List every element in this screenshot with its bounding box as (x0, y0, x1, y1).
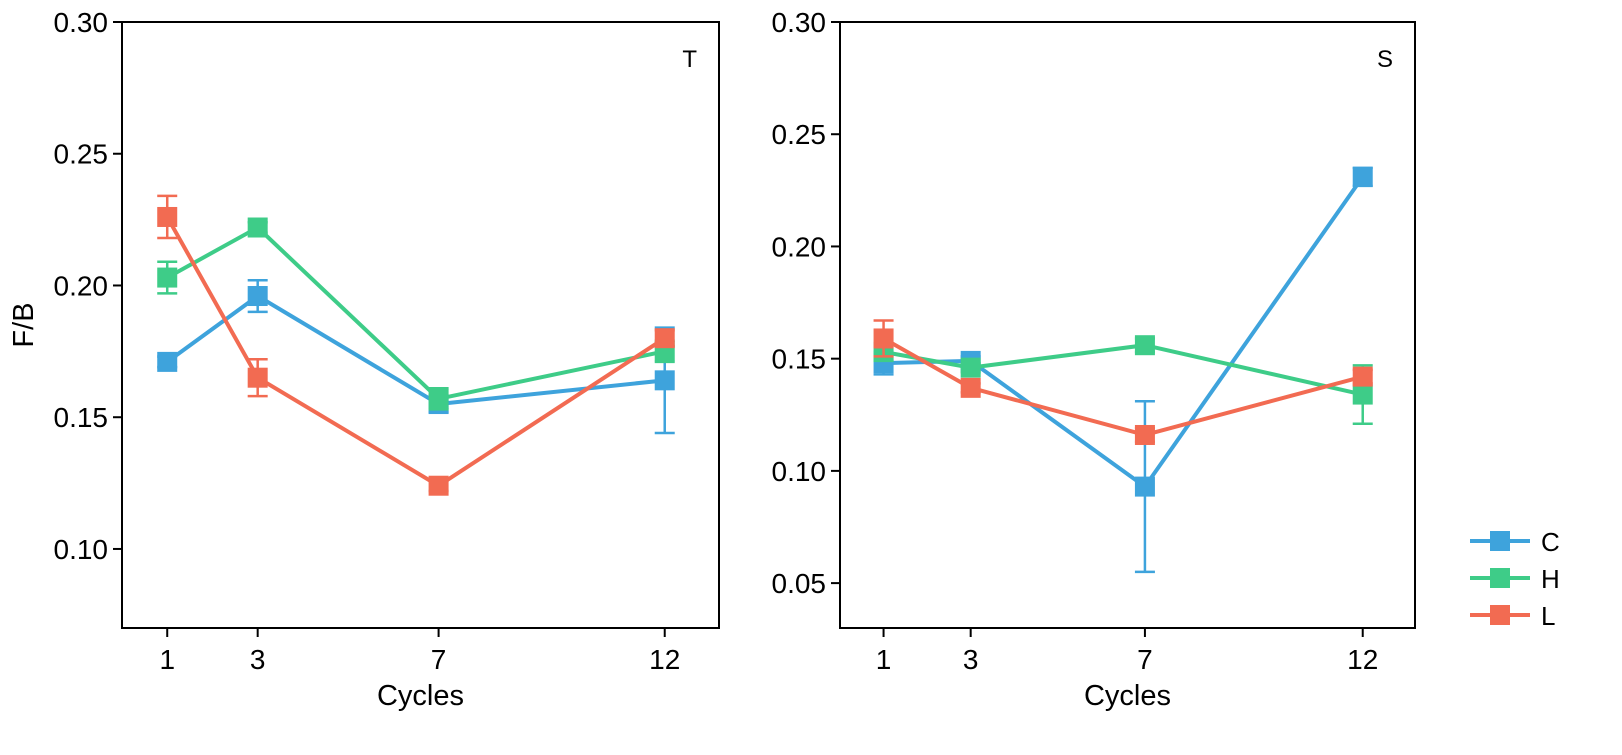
panel-t-y-tick-label: 0.10 (54, 534, 109, 565)
legend-marker-l (1490, 605, 1510, 625)
panel-s-series-line (883, 343, 1364, 397)
panel-s-x-tick-label: 7 (1137, 644, 1153, 675)
panel-s-x-tick-label: 1 (876, 644, 892, 675)
panel-s-data-point (960, 357, 981, 378)
panel-t: 0.10 0.15 0.20 0.25 0.30 1 3 7 12 Cycles F/B T (8, 7, 720, 712)
panel-t-series-line (165, 215, 666, 488)
panel-s-panel-label: S (1377, 46, 1393, 73)
panel-t-series-line (166, 294, 665, 407)
panel-t-data-point (157, 267, 178, 288)
legend-marker-c (1490, 531, 1510, 551)
panel-t-y-tick-label: 0.25 (54, 139, 109, 170)
panel-t-data-point (157, 206, 178, 227)
panel-s-x-tick-label: 3 (963, 644, 979, 675)
panel-s-data-point (1352, 384, 1373, 405)
panel-s-data-point (873, 328, 894, 349)
panel-t-x-tick-label: 1 (159, 644, 175, 675)
panel-t-x-tick-label: 3 (250, 644, 266, 675)
panel-t-data-point (247, 217, 268, 238)
panel-s-x-axis-label: Cycles (1084, 680, 1171, 712)
panel-s-y-tick-label: 0.15 (772, 344, 827, 375)
panel-t-data-point (247, 367, 268, 388)
panel-s-y-tick-label: 0.05 (772, 568, 827, 599)
legend: CHL (1470, 527, 1560, 631)
panel-s-series-line (882, 336, 1364, 437)
panel-t-data-point (654, 328, 675, 349)
panel-t-data-point (654, 370, 675, 391)
panel-t-y-tick-label: 0.20 (54, 270, 109, 301)
panel-t-series-c (157, 278, 675, 435)
panel-s-y-tick-label: 0.30 (772, 7, 827, 38)
panel-t-x-tick-label: 7 (431, 644, 447, 675)
legend-label-l: L (1541, 601, 1555, 631)
panel-s-series-h (873, 335, 1373, 426)
panel-t-series-l (157, 194, 675, 496)
panel-s-y-tick-label: 0.25 (772, 119, 827, 150)
panel-s-plot-frame (839, 21, 1416, 629)
panel-t-data-point (247, 286, 268, 307)
panel-s-y-tick-label: 0.10 (772, 456, 827, 487)
panel-t-y-tick-label: 0.30 (54, 7, 109, 38)
panel-t-plot-frame (121, 21, 720, 629)
panel-t-y-tick-label: 0.15 (54, 402, 109, 433)
panel-s-data-point (1134, 335, 1155, 356)
panel-s-x-tick-label: 12 (1347, 644, 1378, 675)
legend-marker-h (1490, 568, 1510, 588)
panel-t-y-axis-label: F/B (8, 302, 40, 347)
panel-s-data-point (1352, 166, 1373, 187)
panel-s-series-l (873, 319, 1373, 445)
panel-t-data-point (157, 351, 178, 372)
panel-s-series-c (873, 166, 1373, 574)
panel-s-series-line (883, 175, 1365, 489)
panel-t-series-line (166, 225, 666, 401)
panel-s-data-point (1134, 424, 1155, 445)
panel-t-data-point (428, 475, 449, 496)
panel-s-data-point (1352, 366, 1373, 387)
panel-s: 0.05 0.10 0.15 0.20 0.25 0.30 1 3 7 12 Cycles S (772, 7, 1416, 712)
panel-t-panel-label: T (682, 46, 697, 73)
panel-t-x-tick-label: 12 (649, 644, 680, 675)
panel-s-y-tick-label: 0.20 (772, 231, 827, 262)
panel-t-x-axis-label: Cycles (377, 680, 464, 712)
legend-label-c: C (1541, 527, 1560, 557)
panel-s-data-point (960, 377, 981, 398)
panel-s-data-point (1134, 476, 1155, 497)
panel-t-data-point (428, 388, 449, 409)
legend-label-h: H (1541, 564, 1560, 594)
